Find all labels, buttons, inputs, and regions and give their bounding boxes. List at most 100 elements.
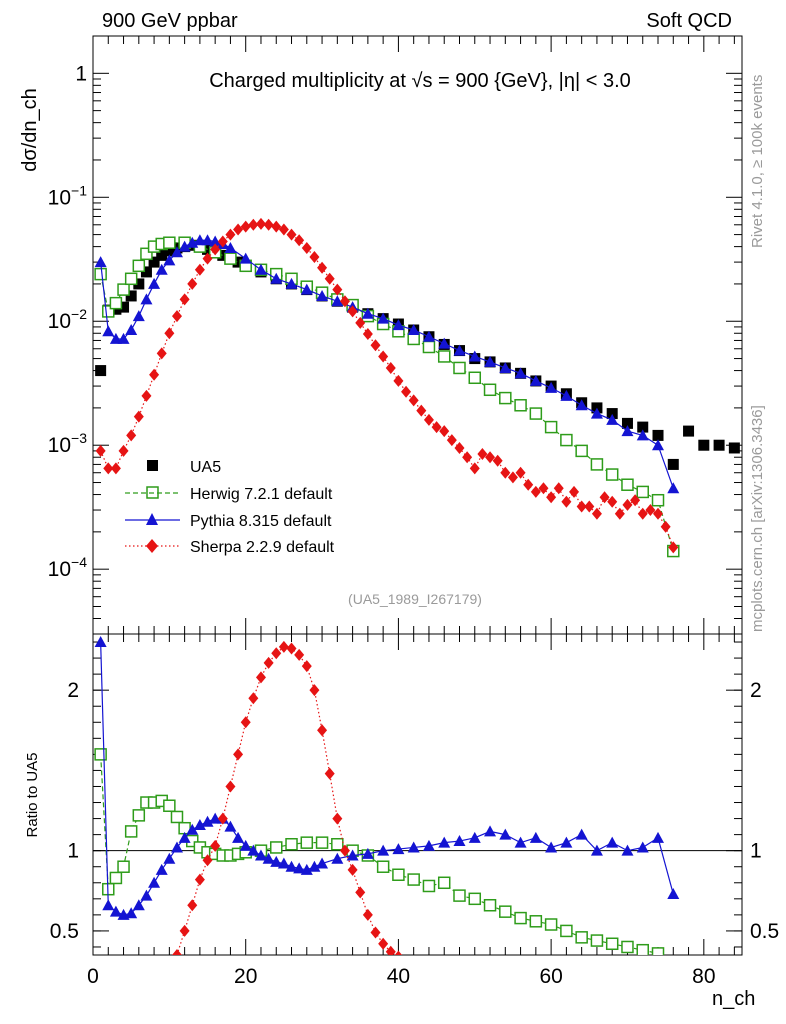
data-point-sherpa [591, 507, 602, 520]
ratio-point-pythia [422, 839, 435, 851]
data-point-sherpa [416, 404, 427, 417]
data-point-ua5 [148, 256, 160, 268]
y-axis-label-top: dσ/dn_ch [19, 88, 41, 172]
data-point-pythia [560, 389, 573, 401]
data-point-ua5 [163, 245, 175, 257]
data-point-sherpa [149, 368, 160, 381]
data-point-sherpa [187, 277, 198, 290]
ratio-line-sherpa [176, 646, 397, 955]
ratio-point-sherpa [339, 844, 350, 857]
data-point-sherpa [370, 339, 381, 352]
ratio-point-pythia [170, 841, 183, 853]
legend: UA5 Herwig 7.2.1 default Pythia 8.315 de… [125, 459, 335, 556]
data-point-pythia [468, 350, 481, 362]
y-axis-label-bottom: Ratio to UA5 [24, 752, 41, 837]
data-point-pythia [499, 361, 512, 373]
data-point-sherpa [607, 495, 618, 508]
data-point-herwig [132, 259, 146, 273]
ratio-point-herwig [483, 898, 497, 912]
data-point-pythia [209, 235, 222, 247]
ratio-point-herwig [422, 879, 436, 893]
ratio-point-pythia [621, 844, 634, 856]
ratio-point-sherpa [263, 656, 274, 669]
data-point-sherpa [584, 500, 595, 513]
ratio-point-pythia [331, 852, 344, 864]
ratio-point-sherpa [324, 767, 335, 780]
data-point-pythia [163, 254, 176, 266]
ratio-line-pythia [100, 642, 674, 916]
ratio-point-herwig [529, 915, 543, 928]
ratio-point-sherpa [294, 648, 305, 661]
data-point-pythia [178, 240, 191, 252]
data-point-sherpa [271, 220, 282, 233]
data-point-sherpa [614, 507, 625, 520]
ratio-point-pythia [438, 836, 451, 848]
data-point-herwig [422, 340, 436, 354]
data-point-herwig [407, 332, 420, 346]
data-point-sherpa [485, 451, 496, 464]
ratio-point-pythia [132, 899, 145, 911]
data-point-pythia [102, 325, 115, 337]
data-point-pythia [575, 399, 588, 411]
data-point-ua5 [133, 278, 145, 290]
data-point-herwig [514, 399, 527, 412]
data-point-sherpa [210, 243, 221, 256]
ratio-point-pythia [308, 860, 321, 872]
ratio-point-herwig [453, 889, 466, 902]
data-point-herwig [224, 252, 237, 265]
data-point-pythia [545, 381, 558, 393]
data-point-ua5 [232, 256, 244, 268]
ratio-point-pythia [514, 836, 527, 848]
ratio-point-herwig [468, 892, 482, 906]
data-point-sherpa [217, 235, 228, 248]
x-tick-label: 20 [234, 965, 257, 988]
data-point-pythia [148, 277, 161, 289]
ratio-point-pythia [652, 831, 665, 843]
top-y-tick-label: 10−1 [48, 182, 88, 209]
data-point-pythia [270, 272, 283, 284]
data-point-ua5 [637, 421, 649, 433]
data-point-herwig [94, 267, 107, 281]
data-point-ua5 [217, 249, 229, 261]
top-y-tick-label: 10−2 [48, 306, 88, 333]
ratio-point-pythia [140, 889, 153, 901]
data-point-sherpa [431, 421, 442, 434]
data-point-sherpa [637, 507, 648, 520]
data-point-pythia [361, 307, 374, 319]
data-point-sherpa [439, 425, 450, 438]
data-point-sherpa [347, 305, 358, 318]
data-point-pythia [132, 310, 145, 322]
ratio-point-sherpa [385, 945, 396, 955]
data-point-pythia [606, 413, 619, 425]
data-point-pythia [422, 330, 435, 342]
bottom-y-tick-label: 2 [67, 679, 79, 702]
data-point-sherpa [408, 394, 419, 407]
ratio-point-herwig [269, 841, 283, 854]
data-point-sherpa [156, 347, 167, 360]
data-point-sherpa [362, 327, 373, 340]
ratio-point-herwig [407, 873, 420, 886]
data-point-sherpa [660, 520, 671, 533]
top-axis-ticks: 1 10−1 10−2 10−3 10−4 [48, 36, 742, 635]
data-point-sherpa [469, 462, 480, 475]
data-point-pythia [170, 246, 183, 258]
data-point-herwig [499, 391, 512, 405]
ratio-point-sherpa [301, 660, 312, 673]
legend-marker-pythia [146, 513, 158, 525]
data-point-pythia [94, 256, 107, 268]
data-point-sherpa [462, 451, 473, 464]
data-point-ua5 [606, 408, 618, 420]
ratio-point-herwig [605, 937, 619, 951]
data-point-sherpa [477, 447, 488, 460]
ratio-point-pythia [590, 844, 603, 856]
data-point-sherpa [286, 228, 297, 241]
ratio-point-sherpa [378, 937, 389, 950]
data-point-pythia [407, 323, 420, 335]
data-point-sherpa [553, 482, 564, 495]
ratio-point-pythia [300, 863, 313, 875]
data-point-pythia [285, 277, 298, 289]
ratio-point-herwig [117, 860, 130, 873]
ratio-point-sherpa [255, 671, 266, 684]
x-axis-label: n_ch [712, 988, 755, 1010]
